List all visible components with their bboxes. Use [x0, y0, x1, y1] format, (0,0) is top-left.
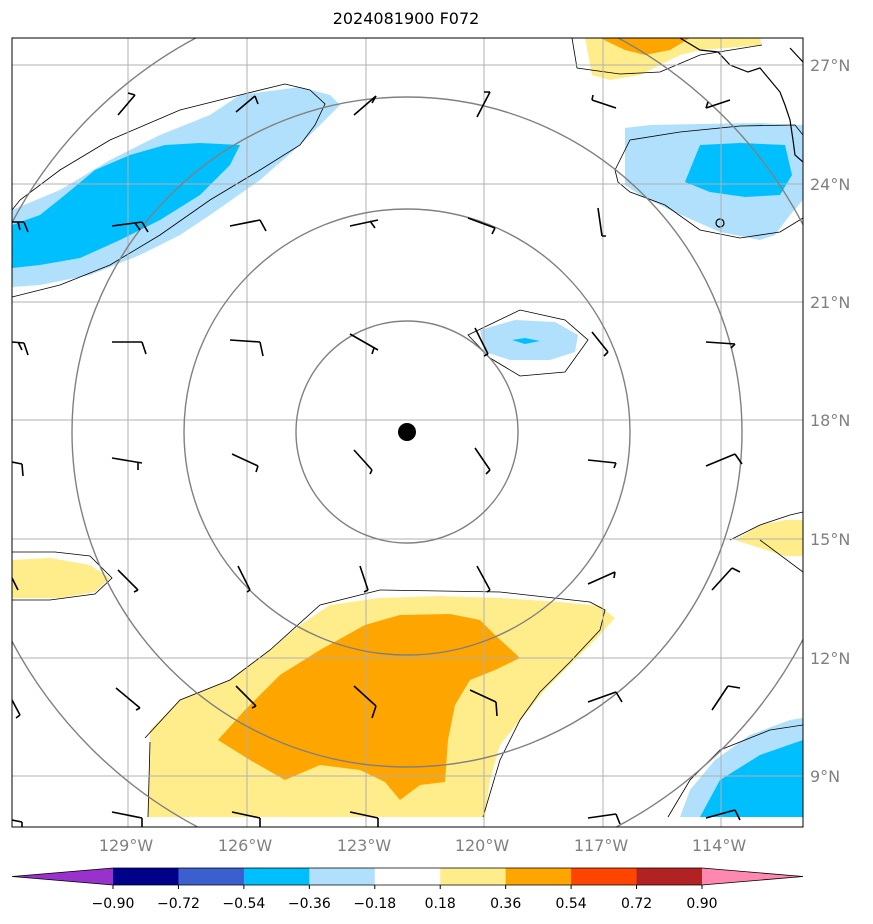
- colorbar-segment: [374, 868, 441, 885]
- colorbar-tick-label: −0.72: [157, 896, 200, 912]
- colorbar-tick-label: −0.90: [92, 896, 135, 912]
- map-area: [12, 38, 803, 827]
- colorbar-tick-label: 0.72: [621, 896, 652, 912]
- lat-label: 15°N: [810, 530, 850, 549]
- range-rings: [12, 38, 803, 827]
- contour-lines: [12, 38, 803, 818]
- wind-barbs: [12, 91, 743, 827]
- map-frame: [11, 37, 804, 828]
- colorbar-segment: [178, 868, 245, 885]
- coastline: [679, 38, 803, 228]
- lat-label: 27°N: [810, 56, 850, 75]
- lon-label: 120°W: [455, 836, 510, 855]
- positive-medium-shading: [218, 38, 690, 800]
- colorbar-tick-label: 0.36: [490, 896, 521, 912]
- lon-label: 123°W: [337, 836, 392, 855]
- colorbar-tick-label: 0.54: [556, 896, 587, 912]
- colorbar-extend-high: [702, 868, 803, 885]
- colorbar-extend-low: [12, 868, 113, 885]
- lon-label: 129°W: [99, 836, 154, 855]
- latitude-labels: 27°N 24°N 21°N 18°N 15°N 12°N 9°N: [810, 56, 850, 786]
- colorbar-segment: [571, 868, 638, 885]
- longitude-labels: 129°W 126°W 123°W 120°W 117°W 114°W: [99, 836, 747, 855]
- lat-label: 9°N: [810, 767, 840, 786]
- map-title: 2024081900 F072: [332, 9, 480, 28]
- colorbar-segment: [505, 868, 572, 885]
- colorbar-tick-label: −0.36: [288, 896, 331, 912]
- colorbar-tick-label: 0.18: [425, 896, 456, 912]
- colorbar-tick-label: −0.54: [222, 896, 265, 912]
- colorbar: −0.90 −0.72 −0.54 −0.36 −0.18 0.18 0.36 0.54 0.7…: [11, 867, 804, 912]
- colorbar-segment: [113, 868, 179, 885]
- lon-label: 114°W: [692, 836, 747, 855]
- lon-label: 117°W: [574, 836, 629, 855]
- colorbar-segment: [243, 868, 310, 885]
- storm-center-dot: [398, 423, 416, 441]
- lon-label: 126°W: [218, 836, 273, 855]
- colorbar-segment: [440, 868, 507, 885]
- colorbar-ticks: −0.90 −0.72 −0.54 −0.36 −0.18 0.18 0.36 0.54 0.7…: [92, 885, 718, 912]
- colorbar-segment: [309, 868, 376, 885]
- colorbar-tick-label: −0.18: [353, 896, 396, 912]
- lat-label: 24°N: [810, 175, 850, 194]
- lat-label: 21°N: [810, 293, 850, 312]
- lat-label: 12°N: [810, 649, 850, 668]
- colorbar-tick-label: 0.90: [686, 896, 717, 912]
- colorbar-segment: [636, 868, 703, 885]
- colorbar-segments: [11, 867, 804, 886]
- lat-label: 18°N: [810, 411, 850, 430]
